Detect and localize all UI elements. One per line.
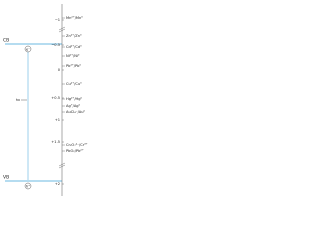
axis-break [58,28,66,33]
tick-label: 0 [58,68,61,72]
couple-label: Pb²⁺/Pb⁰ [66,64,81,68]
couple-label: Cr₂O₇²⁻/Cr³⁺ [66,143,88,147]
tick-group: −1 −0.5 0 +0.5 +1 +1.5 +2 [51,18,64,186]
tick-label: −1 [55,18,60,22]
hole-label: h⁺ [26,184,30,188]
couple-label: AuCl₄⁻/Au⁰ [66,110,86,114]
tick-label: +1.5 [51,140,60,144]
couple-label: Cd²⁺/Cd⁰ [66,45,82,49]
electron-label: e⁻ [26,47,30,51]
couple-label: Hg²⁺/Hg⁰ [66,97,83,101]
vb-label: VB [3,175,9,181]
couple-label: Ni²⁺/Ni⁰ [66,54,80,58]
axis-break [58,26,66,31]
couple-label: PbO₂/Pb²⁺ [66,149,84,153]
couple-label: Cu²⁺/Cu⁰ [66,82,82,86]
couple-group: Mn²⁺/Mn⁰ Zn²⁺/Zn⁰ Cd²⁺/Cd⁰ Ni²⁺/Ni⁰ Pb²⁺/Pb⁰… [62,16,88,153]
cb-label: CB [3,38,9,44]
axis-break [58,162,66,167]
couple-label: Ag⁺/Ag⁰ [66,104,81,108]
axis-break [58,164,66,169]
excitation-label: hν [16,98,20,102]
electron-circle [24,45,32,53]
hole-circle [24,182,32,190]
tick-label: +2 [55,182,60,186]
couple-label: Mn²⁺/Mn⁰ [66,16,83,20]
tick-label: +0.5 [51,96,60,100]
diagram: CB VB e⁻ h⁺ hν −1 −0.5 0 +0.5 +1 +1.5 +2 Mn²⁺/… [3,4,88,196]
tick-label: −0.5 [51,43,60,47]
tick-label: +1 [55,118,60,122]
couple-label: Zn²⁺/Zn⁰ [66,34,82,38]
